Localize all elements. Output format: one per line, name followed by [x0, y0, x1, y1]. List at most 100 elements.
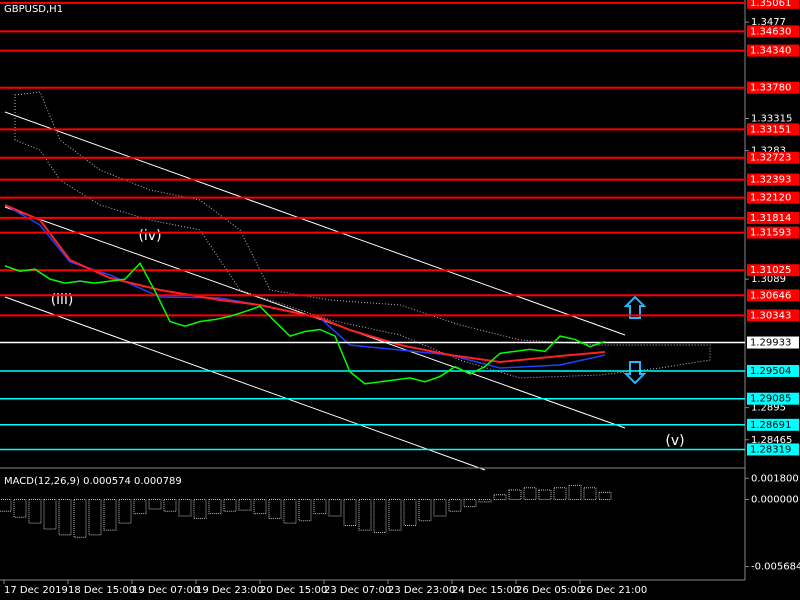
level-box [747, 44, 799, 57]
x-tick-label: 19 Dec 23:00 [196, 585, 263, 596]
level-label: 1.35061 [750, 0, 791, 9]
level-label: 1.29504 [750, 366, 791, 377]
macd-bar [223, 499, 237, 512]
macd-bar [418, 499, 432, 522]
macd-bar [493, 494, 507, 500]
macd-bar [133, 499, 147, 515]
macd-bar [0, 499, 12, 512]
x-tick-label: 24 Dec 15:00 [452, 585, 519, 596]
macd-bar [343, 499, 357, 526]
x-tick-label: 17 Dec 2019 [4, 585, 68, 596]
y-tick-label: 1.28465 [751, 435, 792, 446]
macd-bar [433, 499, 447, 517]
level-box [747, 25, 799, 38]
level-label: 1.32723 [750, 153, 791, 164]
macd-bar [373, 499, 387, 534]
y-tick-label: 1.2895 [751, 403, 786, 414]
down-arrow [623, 361, 647, 385]
level-box [747, 173, 799, 186]
wave-label: (iv) [138, 228, 161, 244]
cloud [14, 91, 711, 379]
macd-bar [28, 499, 42, 524]
level-box [747, 443, 799, 456]
macd-bar [118, 499, 132, 524]
y-tick-label: 1.3089 [751, 274, 786, 285]
macd-bar [313, 499, 327, 515]
level-label: 1.30343 [750, 310, 791, 321]
macd-label: MACD(12,26,9) 0.000574 0.000789 [4, 476, 182, 487]
macd-bar [238, 499, 252, 511]
macd-bar [568, 484, 582, 500]
level-label: 1.32120 [750, 193, 791, 204]
macd-bar [58, 499, 72, 536]
macd-tick-label: -0.005684 [751, 562, 800, 573]
x-tick-label: 26 Dec 05:00 [516, 585, 583, 596]
macd-tick-label: 0.000000 [751, 495, 799, 506]
level-label: 1.31025 [750, 265, 791, 276]
level-box [747, 81, 799, 94]
chart-title: GBPUSD,H1 [4, 4, 63, 15]
level-box [747, 0, 799, 9]
macd-bar [43, 499, 57, 530]
level-label: 1.29085 [750, 394, 791, 405]
level-box [747, 364, 799, 377]
x-tick-label: 18 Dec 15:00 [68, 585, 135, 596]
macd-bar [388, 499, 402, 531]
channel-line [4, 296, 486, 471]
macd-bar [463, 499, 477, 508]
level-label: 1.34630 [750, 26, 791, 37]
macd-bar [403, 499, 417, 526]
macd-bar [478, 499, 492, 503]
level-label: 1.28691 [750, 420, 791, 431]
macd-tick-label: 0.001800 [751, 473, 799, 484]
macd-bar [178, 499, 192, 517]
macd-bar [448, 499, 462, 512]
macd-bar [103, 499, 117, 531]
level-box [747, 226, 799, 239]
level-box [747, 123, 799, 136]
macd-bar [13, 499, 27, 518]
macd-bar [508, 489, 522, 500]
y-tick-label: 1.33315 [751, 114, 792, 125]
macd-bar [523, 487, 537, 501]
level-box [747, 336, 799, 349]
x-tick-label: 19 Dec 07:00 [132, 585, 199, 596]
macd-bar [328, 499, 342, 517]
macd-bar [208, 499, 222, 515]
price-line [4, 261, 606, 385]
x-tick-label: 23 Dec 07:00 [324, 585, 391, 596]
level-label: 1.34340 [750, 46, 791, 57]
macd-bar [193, 499, 207, 519]
x-tick-label: 23 Dec 23:00 [388, 585, 455, 596]
level-label: 1.30646 [750, 290, 791, 301]
macd-bar [583, 487, 597, 501]
level-label: 1.29933 [750, 338, 791, 349]
level-box [747, 309, 799, 322]
macd-bar [283, 499, 297, 524]
macd-bar [598, 491, 612, 501]
level-label: 1.31593 [750, 228, 791, 239]
level-box [747, 392, 799, 405]
macd-bar [73, 499, 87, 538]
x-tick-label: 20 Dec 15:00 [260, 585, 327, 596]
level-label: 1.31814 [750, 213, 791, 224]
wave-label: (v) [665, 433, 684, 449]
level-box [747, 289, 799, 302]
level-label: 1.28319 [750, 444, 791, 455]
level-label: 1.32393 [750, 175, 791, 186]
macd-bar [253, 499, 267, 515]
macd-bar [268, 499, 282, 519]
level-label: 1.33151 [750, 124, 791, 135]
level-box [747, 191, 799, 204]
y-tick-label: 1.3477 [751, 17, 786, 28]
level-label: 1.33780 [750, 83, 791, 94]
macd-bar [88, 499, 102, 536]
y-tick-label: 1.3283 [751, 146, 786, 157]
channel-line [4, 111, 626, 336]
level-box [747, 151, 799, 164]
macd-bar [298, 499, 312, 522]
macd-bar [163, 499, 177, 512]
level-box [747, 211, 799, 224]
